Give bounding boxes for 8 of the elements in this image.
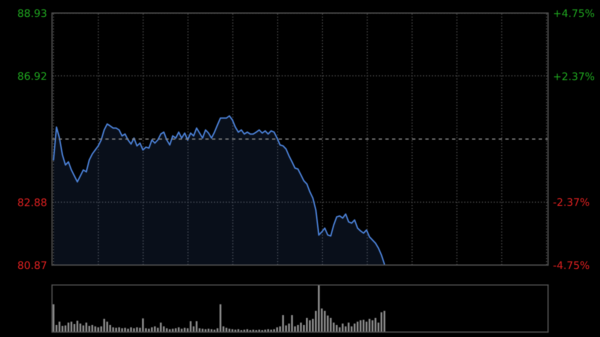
y-tick-label: 80.87: [18, 261, 46, 270]
y2-tick-label: +2.37%: [554, 72, 594, 80]
y2-tick-label: +4.75%: [554, 9, 594, 18]
y2-tick-label: -4.75%: [553, 261, 590, 270]
y2-tick-label: -2.37%: [553, 198, 590, 206]
y-tick-label: 88.93: [18, 9, 46, 18]
y-tick-label: 86.92: [18, 72, 46, 80]
y-tick-label: 82.88: [18, 198, 46, 206]
